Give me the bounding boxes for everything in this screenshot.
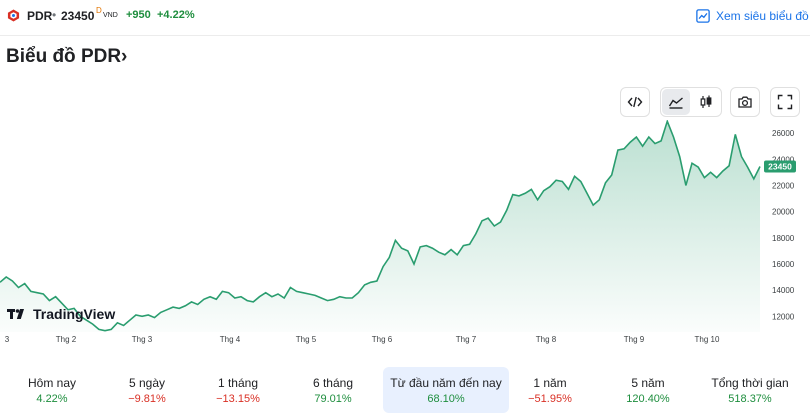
period-label: 5 năm — [631, 375, 665, 390]
area-chart-icon — [668, 97, 683, 109]
price-area-fill — [0, 121, 760, 332]
x-tick-label: 3 — [5, 335, 10, 344]
x-tick-label: Thg 6 — [372, 335, 393, 344]
period-tab[interactable]: Tổng thời gian 518.37% — [700, 367, 800, 413]
period-label: Hôm nay — [27, 375, 77, 390]
camera-icon — [738, 96, 752, 108]
price-chart[interactable]: 12000 14000 16000 18000 20000 22000 24000 26000… — [0, 120, 810, 350]
period-label: 1 năm — [533, 375, 567, 390]
fullscreen-button[interactable] — [770, 87, 800, 117]
period-change-value: 79.01% — [314, 392, 352, 405]
period-tab[interactable]: 5 ngày −9.81% — [104, 367, 190, 413]
screenshot-button[interactable] — [730, 87, 760, 117]
ticker-header: PDR • 23450 D VND +950 +4.22% Xem siêu b… — [0, 0, 810, 36]
candlestick-button[interactable] — [692, 89, 720, 115]
period-tab[interactable]: Từ đầu năm đến nay 68.10% — [383, 367, 509, 413]
area-chart-button[interactable] — [662, 89, 690, 115]
period-tab[interactable]: 5 năm 120.40% — [602, 367, 694, 413]
period-label: 1 tháng — [217, 375, 259, 390]
tradingview-mark-icon — [7, 309, 24, 319]
advanced-chart-link[interactable]: Xem siêu biểu đồ — [696, 7, 809, 25]
period-tab[interactable]: Hôm nay 4.22% — [8, 367, 96, 413]
x-tick-label: Thg 4 — [220, 335, 241, 344]
y-tick-label: 18000 — [772, 234, 795, 243]
period-change-value: 518.37% — [728, 392, 772, 405]
tradingview-logo: TradingView — [7, 306, 115, 322]
y-tick-label: 14000 — [772, 286, 795, 295]
embed-code-button[interactable] — [620, 87, 650, 117]
x-tick-label: Thg 2 — [56, 335, 77, 344]
period-change-value: 4.22% — [36, 392, 68, 405]
period-change-value: 68.10% — [427, 392, 465, 405]
x-tick-label: Thg 7 — [456, 335, 477, 344]
tradingview-label: TradingView — [33, 306, 116, 322]
period-tab[interactable]: 1 năm −51.95% — [510, 367, 590, 413]
y-tick-label: 12000 — [772, 312, 795, 321]
last-price-tag — [764, 160, 796, 173]
period-change-value: −9.81% — [128, 392, 166, 405]
x-tick-label: Thg 8 — [536, 335, 557, 344]
page-title[interactable]: Biểu đồ PDR› — [6, 46, 128, 67]
x-tick-label: Thg 9 — [624, 335, 645, 344]
price-superscript: D — [96, 6, 102, 15]
price-change: +950 — [126, 9, 151, 21]
separator-dot: • — [52, 8, 57, 22]
y-tick-label: 26000 — [772, 129, 795, 138]
advanced-chart-label: Xem siêu biểu đồ — [716, 9, 809, 23]
chart-type-toggle — [660, 87, 722, 117]
period-label: Từ đầu năm đến nay — [390, 375, 502, 390]
chart-box-icon — [696, 9, 710, 23]
last-price-label: 23450 — [768, 161, 792, 171]
period-label: 6 tháng — [312, 375, 354, 390]
period-label: Tổng thời gian — [711, 375, 789, 390]
period-tabs: Hôm nay 4.22% 5 ngày −9.81% 1 tháng −13.15% 6 … — [0, 367, 810, 413]
current-price: 23450 — [61, 9, 95, 23]
stock-logo-icon — [7, 9, 20, 22]
period-change-value: 120.40% — [626, 392, 670, 405]
fullscreen-icon — [777, 94, 793, 110]
y-tick-label: 22000 — [772, 181, 795, 190]
period-change-value: −13.15% — [216, 392, 260, 405]
candlestick-icon — [700, 95, 712, 108]
period-label: 5 ngày — [128, 375, 166, 390]
y-tick-label: 20000 — [772, 208, 795, 217]
y-tick-label: 24000 — [772, 155, 795, 164]
y-tick-label: 16000 — [772, 260, 795, 269]
period-change-value: −51.95% — [528, 392, 572, 405]
period-tab[interactable]: 1 tháng −13.15% — [190, 367, 286, 413]
price-series-line — [0, 120, 761, 332]
ticker-symbol: PDR — [27, 9, 53, 23]
price-change-percent: +4.22% — [157, 9, 195, 21]
x-tick-label: Thg 5 — [296, 335, 317, 344]
price-currency: VND — [103, 12, 118, 19]
x-tick-label: Thg 3 — [132, 335, 153, 344]
period-tab[interactable]: 6 tháng 79.01% — [285, 367, 381, 413]
x-tick-label: Thg 10 — [695, 335, 720, 344]
embed-code-icon — [627, 96, 643, 108]
